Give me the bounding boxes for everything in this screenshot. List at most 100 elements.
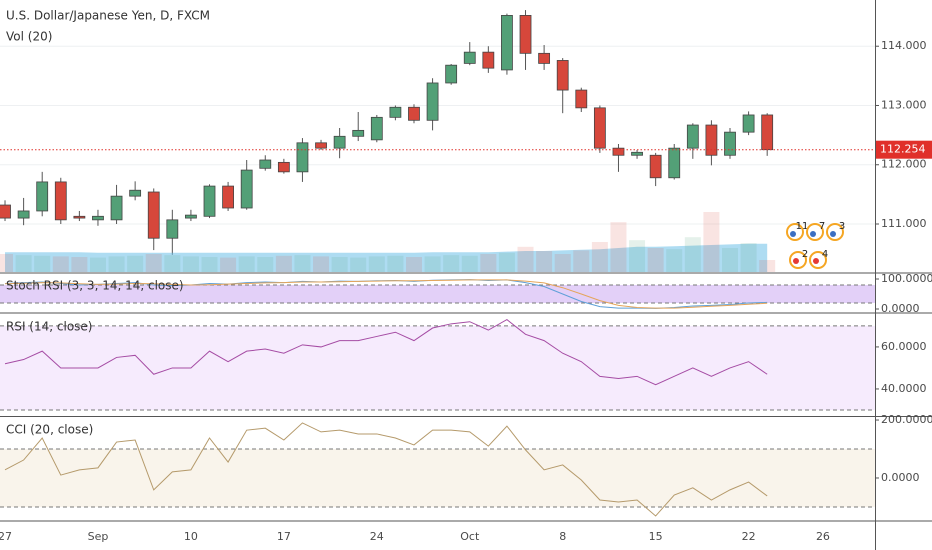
- event-dot: [793, 258, 799, 264]
- x-tick-label: Sep: [88, 530, 109, 543]
- x-tick-label: 10: [184, 530, 198, 543]
- volume-bar: [89, 257, 106, 272]
- y-tick-label: 40.0000: [881, 382, 927, 395]
- candle-body: [705, 124, 718, 156]
- volume-bar: [498, 252, 515, 272]
- band-fill: [0, 449, 875, 507]
- x-tick-label: 17: [277, 530, 291, 543]
- volume-bar: [740, 243, 757, 272]
- panel-title: Stoch RSI (3, 3, 14, 14, close): [6, 279, 184, 293]
- candle-body: [668, 147, 681, 179]
- candle-body: [463, 51, 476, 64]
- candle-body: [575, 89, 588, 109]
- event-label: 7: [819, 221, 825, 232]
- chart-title: U.S. Dollar/Japanese Yen, D, FXCM: [6, 9, 210, 23]
- volume-bar: [517, 246, 534, 272]
- chart-subtitle: Vol (20): [6, 30, 52, 44]
- candle-body: [686, 124, 699, 149]
- candle-body: [352, 129, 365, 137]
- volume-ma-area: [5, 243, 768, 272]
- y-tick-label: 200.0000: [881, 413, 932, 426]
- y-tick-label: 113.000: [881, 98, 927, 111]
- event-label: 3: [839, 221, 845, 232]
- volume-bar: [220, 257, 237, 272]
- volume-bar: [201, 257, 218, 272]
- candle-body: [73, 215, 86, 219]
- volume-bar: [127, 255, 144, 272]
- volume-bar: [145, 254, 162, 272]
- x-tick-label: 24: [370, 530, 384, 543]
- candle-body: [333, 135, 346, 149]
- candle-body: [110, 195, 123, 221]
- candle-body: [501, 15, 513, 71]
- volume-bar: [182, 256, 199, 272]
- y-tick-label: 112.000: [881, 158, 927, 171]
- candle-body: [17, 210, 30, 219]
- indicator-line: [4, 319, 768, 386]
- candle-body: [445, 64, 458, 84]
- candle-body: [315, 142, 327, 149]
- candle-body: [724, 131, 736, 156]
- event-dot: [830, 231, 836, 237]
- volume-bar: [0, 254, 14, 272]
- event-label: 11: [796, 221, 809, 232]
- volume-bar: [722, 248, 739, 272]
- volume-bar: [15, 255, 32, 272]
- volume-bar: [666, 249, 683, 272]
- volume-bar: [164, 255, 181, 272]
- volume-bar: [684, 237, 701, 272]
- candle-body: [519, 15, 532, 54]
- volume-bar: [275, 255, 292, 272]
- volume-bar: [573, 250, 590, 272]
- candle-body: [147, 191, 160, 239]
- candle-body: [742, 114, 755, 133]
- candle-body: [761, 114, 774, 151]
- x-tick-label: 26: [816, 530, 830, 543]
- volume-bar: [294, 255, 311, 272]
- volume-bar: [71, 257, 88, 272]
- volume-bar: [387, 255, 404, 272]
- volume-bar: [424, 256, 441, 272]
- volume-bar: [405, 257, 422, 272]
- y-tick-label: 60.0000: [881, 340, 927, 353]
- candle-body: [36, 181, 49, 212]
- x-tick-label: 22: [742, 530, 756, 543]
- event-dot: [810, 231, 816, 237]
- volume-bar: [108, 256, 125, 272]
- candle-body: [222, 185, 234, 209]
- candle-body: [0, 204, 11, 219]
- volume-bar: [591, 242, 608, 272]
- candle-body: [54, 181, 67, 221]
- y-tick-label: 0.0000: [881, 471, 920, 484]
- y-tick-label: 100.0000: [881, 272, 932, 285]
- candle-body: [482, 51, 495, 69]
- y-tick-label: 0.0000: [881, 302, 920, 315]
- candle-body: [538, 52, 551, 64]
- volume-bar: [629, 240, 646, 272]
- band-fill: [0, 285, 875, 304]
- candle-body: [203, 185, 216, 217]
- candle-body: [556, 60, 569, 91]
- candle-body: [426, 82, 439, 121]
- last-price-badge: [876, 140, 932, 159]
- x-tick-label: Oct: [460, 530, 480, 543]
- volume-bar: [461, 255, 478, 272]
- candle-body: [408, 106, 420, 121]
- panel-title: CCI (20, close): [6, 423, 93, 437]
- event-label: 4: [822, 249, 828, 260]
- candle-body: [593, 107, 606, 149]
- event-dot: [813, 258, 819, 264]
- y-tick-label: 114.000: [881, 39, 927, 52]
- candle-body: [240, 169, 253, 209]
- volume-bar: [536, 251, 553, 272]
- x-tick-label: 27: [0, 530, 12, 543]
- last-price-label: 112.254: [880, 143, 926, 156]
- candle-body: [129, 189, 142, 197]
- volume-bar: [443, 255, 460, 272]
- candle-body: [649, 154, 662, 179]
- y-tick-label: 111.000: [881, 217, 927, 230]
- candle-body: [166, 219, 179, 239]
- candle-body: [631, 151, 643, 156]
- x-tick-label: 8: [559, 530, 566, 543]
